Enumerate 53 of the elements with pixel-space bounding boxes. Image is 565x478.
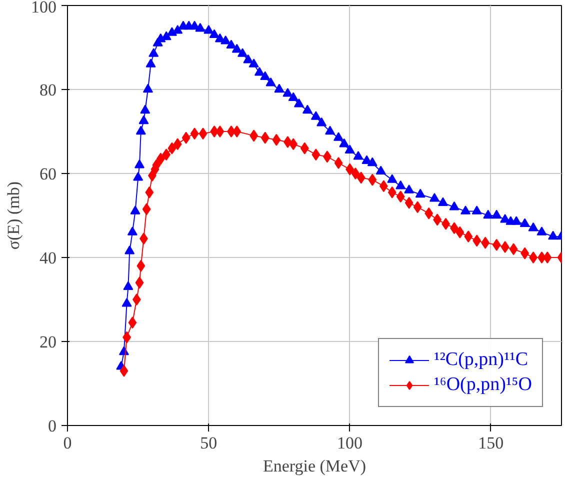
y-tick-label: 80 (40, 80, 56, 100)
x-tick-label: 100 (337, 434, 363, 452)
point (404, 196, 414, 209)
point (538, 252, 546, 264)
point (509, 243, 518, 256)
point (368, 174, 377, 186)
point (351, 168, 360, 180)
point (128, 316, 137, 329)
point (456, 226, 464, 238)
y-tick-label: 0 (48, 416, 56, 436)
point (132, 294, 141, 306)
point (464, 230, 473, 242)
legend-label: ¹⁶O(p,pn)¹⁵O (434, 374, 532, 396)
point (232, 126, 242, 138)
point (334, 157, 343, 169)
point (227, 126, 236, 138)
point (135, 276, 144, 289)
point (272, 134, 281, 146)
point (142, 203, 151, 216)
y-tick-label: 20 (40, 332, 56, 352)
y-tick-label: 60 (40, 164, 56, 184)
point (216, 126, 224, 138)
point (156, 152, 165, 165)
point (396, 190, 405, 203)
point (190, 128, 199, 140)
y-axis-title: σ(E) (mb) (4, 181, 23, 250)
point (500, 241, 510, 253)
point (312, 148, 320, 161)
x-tick-label: 150 (478, 434, 504, 452)
point (182, 132, 190, 144)
y-tick-label: 40 (40, 248, 56, 268)
point (543, 252, 552, 264)
y-tick-label: 100 (31, 0, 56, 16)
point (136, 260, 146, 272)
point (492, 238, 501, 251)
point (356, 172, 366, 184)
x-axis-title: Energie (MeV) (262, 456, 366, 476)
point (529, 252, 538, 264)
point (300, 142, 309, 154)
point (168, 142, 176, 154)
legend-label: ¹²C(p,pn)¹¹C (434, 349, 528, 371)
point (145, 186, 154, 198)
x-tick-label: 0 (63, 434, 72, 452)
point (210, 126, 218, 138)
point (120, 364, 128, 377)
point (388, 186, 396, 198)
point (198, 128, 208, 140)
point (284, 136, 292, 148)
point (173, 138, 182, 150)
point (379, 180, 388, 192)
point (413, 201, 422, 214)
x-tick-label: 50 (200, 434, 218, 452)
point (260, 132, 270, 144)
